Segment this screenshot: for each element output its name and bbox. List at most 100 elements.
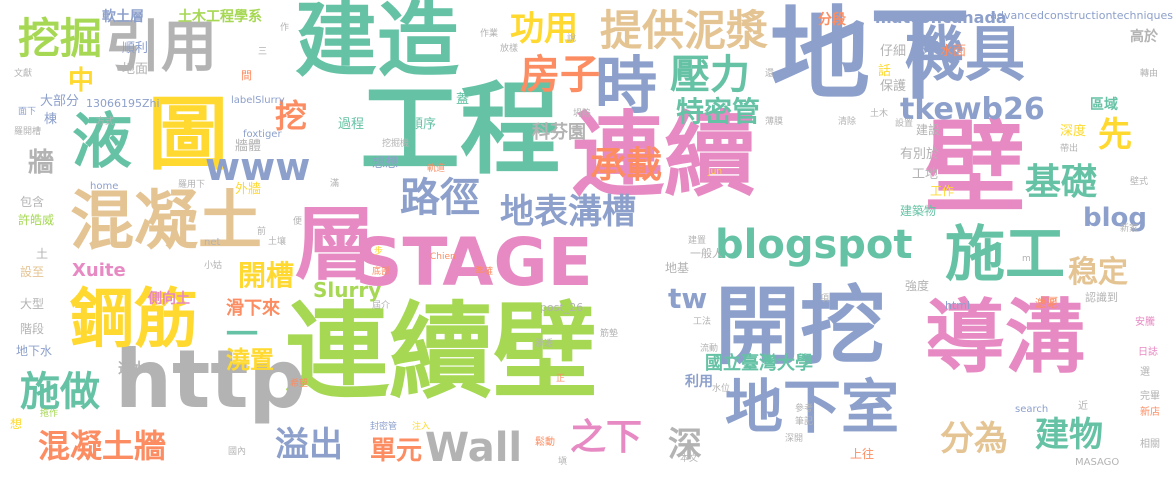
word-138: 設置 [895,119,914,129]
word-64: 分段 [818,12,846,28]
word-155: 便 [293,217,303,227]
word-49: 牆 [28,148,55,178]
word-90: 土 [36,247,49,261]
word-132: labelSlurry [231,95,285,106]
word-82: 牆體 [235,139,262,154]
word-35: blog [1083,203,1147,233]
word-23: 挖掘 [18,14,103,63]
word-66: 水面 [940,44,967,59]
word-89: 許皓威 [18,213,55,227]
word-88: 包含 [20,195,45,209]
word-74: 工地 [912,167,939,182]
word-101: 激泥 [1035,297,1057,310]
word-19: 施工 [945,220,1065,290]
word-65: 高於 [1130,29,1158,45]
word-43: 深 [668,425,702,465]
word-75: 工作 [930,184,955,198]
word-3: 工程 [360,71,560,188]
word-148: 放樣 [500,44,519,54]
word-80: 過程 [338,117,365,132]
word-45: 建物 [1035,415,1103,455]
word-39: 混凝土牆 [38,427,167,465]
word-70: 區域 [1090,97,1118,113]
word-167: 筋墊 [600,329,619,339]
word-117: 注入 [412,422,431,432]
word-5: 建造 [295,0,460,88]
word-125: 筆記 [795,417,814,427]
word-140: 帶出 [1060,144,1079,154]
word-27: 特密管 [676,95,761,128]
word-136: 薄膜 [765,117,784,127]
word-31: 地表溝槽 [500,192,636,232]
word-21: 路徑 [400,175,480,221]
word-159: 羅用下 [178,180,206,190]
word-73: 有別於 [900,147,940,162]
word-63: advancedconstructiontechniques [990,9,1173,22]
word-147: 底部 [372,267,391,277]
word-68: 話 [878,64,892,79]
word-120: 深開 [785,434,804,444]
word-150: 建置 [688,236,707,246]
word-36: 施做 [20,369,100,415]
word-83: 想想 [372,156,399,171]
word-85: 蓋 [456,92,470,107]
word-169: 三 [258,47,268,57]
word-6: 開挖 [715,278,886,377]
word-92: 大型 [20,297,45,311]
word-30: 承載 [590,145,663,186]
word-15: 引用 [105,15,217,80]
word-58: 透水 [118,361,146,377]
word-149: 坍陷 [573,109,592,119]
word-56: 科芬園 [532,122,586,143]
word-40: 溢出 [275,425,343,465]
word-109: 相關 [1140,439,1160,450]
word-38: Wall [425,425,523,471]
word-61: 土木工程學系 [178,9,262,25]
word-42: 之下 [570,417,643,458]
word-32: 基礎 [1025,162,1098,203]
word-7: 導溝 [925,291,1085,384]
word-100: 認識到 [1085,291,1118,304]
word-165: 塡 [558,457,568,467]
word-145: 羅開槽 [14,127,42,137]
word-96: 地基 [665,261,690,275]
word-16: 時 [595,49,658,122]
word-13: 圖 [148,88,228,181]
word-69: 保護 [880,79,907,94]
word-104: MASAGO [1075,457,1120,468]
word-160: 說 [567,34,577,44]
word-14: 液 [72,107,132,177]
word-156: 步 [374,247,384,257]
word-28: tkewb26 [900,92,1045,127]
word-52: Slurry [313,278,382,302]
word-54: 滑下來 [226,298,280,319]
word-108: 新店 [1140,407,1160,418]
word-41: 單元 [370,436,423,466]
word-76: 建築物 [900,204,937,218]
word-103: 本文 [680,454,699,464]
word-112: 選 [1140,367,1150,378]
word-84: 外牆 [235,182,262,197]
word-168: 轉由 [1140,69,1159,79]
word-162: 作 [280,23,290,33]
word-105: search [1015,404,1049,415]
word-93: 階段 [20,322,45,336]
word-99: html [945,299,971,312]
word-139: 土木 [870,109,889,119]
word-170: 屆介 [372,301,391,311]
word-12: 混凝土 [70,185,262,259]
word-102: 上往 [850,447,875,461]
word-123: 工法 [693,317,712,327]
word-1: 連續 [572,102,757,209]
word-8: STAGE [355,224,593,301]
word-113: 想 [10,417,23,431]
word-126: 即可 [1040,297,1059,307]
word-22: 提供泥漿 [600,6,769,55]
word-122: 水位 [712,384,731,394]
word-34: 稳定 [1068,255,1128,290]
word-29: www [205,145,311,189]
word-116: 封密管 [370,422,398,432]
word-4: 地下 [770,0,970,113]
word-48: 挖 [275,97,308,135]
word-115: 國內 [228,447,247,457]
